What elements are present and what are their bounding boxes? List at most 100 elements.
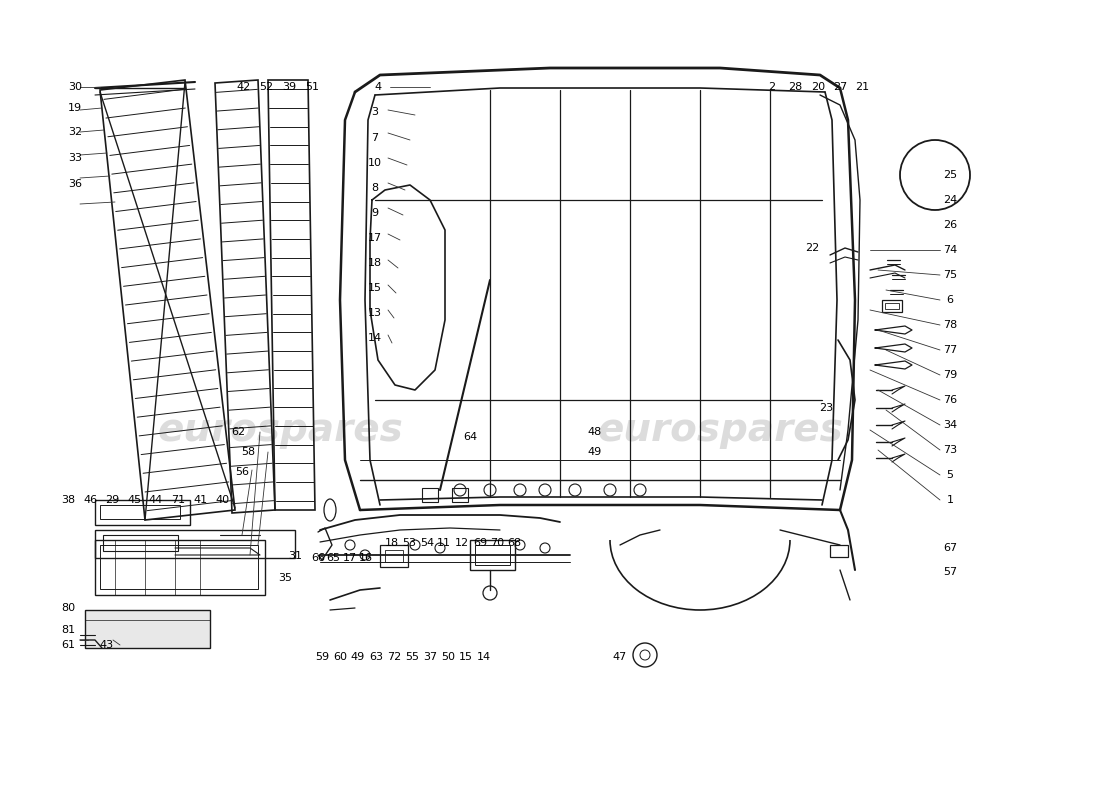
Bar [85,610,210,648]
Text: 17: 17 [343,553,358,563]
Text: 8: 8 [372,183,378,193]
Text: 9: 9 [372,208,378,218]
Text: 18: 18 [367,258,382,268]
Text: 23: 23 [818,403,833,413]
Text: eurospares: eurospares [157,411,403,449]
Text: 36: 36 [68,179,82,189]
Bar [422,488,438,502]
Text: 14: 14 [367,333,382,343]
Bar [95,540,265,595]
Text: 19: 19 [68,103,82,113]
Text: 22: 22 [805,243,820,253]
Bar [95,500,190,525]
Text: 64: 64 [463,432,477,442]
Text: 44: 44 [148,495,163,505]
Text: 5: 5 [946,470,954,480]
Text: 81: 81 [60,625,75,635]
Text: 51: 51 [305,82,319,92]
Text: 76: 76 [943,395,957,405]
Text: 14: 14 [477,652,491,662]
Text: 7: 7 [372,133,378,143]
Bar [470,540,515,570]
Text: 69: 69 [473,538,487,548]
Text: 35: 35 [278,573,292,583]
Text: 26: 26 [943,220,957,230]
Bar [886,303,899,309]
Text: 16: 16 [359,553,373,563]
Text: 17: 17 [367,233,382,243]
Text: 34: 34 [943,420,957,430]
Text: 10: 10 [368,158,382,168]
Text: 13: 13 [368,308,382,318]
Text: 48: 48 [587,427,602,437]
Text: 60: 60 [333,652,346,662]
Bar [100,545,258,589]
Text: 70: 70 [490,538,504,548]
Text: 45: 45 [126,495,141,505]
Text: 38: 38 [60,495,75,505]
Text: 37: 37 [422,652,437,662]
Text: 56: 56 [235,467,249,477]
Text: 40: 40 [214,495,229,505]
Text: 49: 49 [351,652,365,662]
Text: 78: 78 [943,320,957,330]
Text: 57: 57 [943,567,957,577]
Text: 68: 68 [507,538,521,548]
Text: 49: 49 [587,447,602,457]
Text: 27: 27 [833,82,847,92]
Bar [103,535,178,551]
Text: 63: 63 [368,652,383,662]
Text: 20: 20 [811,82,825,92]
Text: 11: 11 [437,538,451,548]
Bar [100,505,180,519]
Text: 43: 43 [99,640,113,650]
Bar [830,545,848,557]
Text: 15: 15 [459,652,473,662]
Text: 30: 30 [68,82,82,92]
Bar [475,545,510,565]
Bar [379,545,408,567]
Bar [882,300,902,312]
Text: 73: 73 [943,445,957,455]
Text: 12: 12 [455,538,469,548]
Text: 4: 4 [374,82,382,92]
Text: 21: 21 [855,82,869,92]
Text: 2: 2 [769,82,776,92]
Text: 31: 31 [288,551,302,561]
Text: 71: 71 [170,495,185,505]
Text: 33: 33 [68,153,82,163]
Text: 65: 65 [326,553,340,563]
Text: 6: 6 [946,295,954,305]
Text: 58: 58 [241,447,255,457]
Text: 74: 74 [943,245,957,255]
Text: 41: 41 [192,495,207,505]
Bar [95,530,295,558]
Text: 42: 42 [236,82,251,92]
Text: 3: 3 [372,107,378,117]
Text: 28: 28 [788,82,802,92]
Text: 77: 77 [943,345,957,355]
Text: 52: 52 [258,82,273,92]
Text: 54: 54 [420,538,434,548]
Text: 75: 75 [943,270,957,280]
Bar [385,550,403,562]
Text: 39: 39 [282,82,296,92]
Text: eurospares: eurospares [597,411,843,449]
Text: 61: 61 [60,640,75,650]
Text: 24: 24 [943,195,957,205]
Text: 53: 53 [402,538,416,548]
Text: 67: 67 [943,543,957,553]
Text: 32: 32 [68,127,82,137]
Bar [452,488,468,502]
Text: 72: 72 [387,652,402,662]
Text: 62: 62 [231,427,245,437]
Text: 50: 50 [441,652,455,662]
Text: 25: 25 [943,170,957,180]
Text: 55: 55 [405,652,419,662]
Text: 18: 18 [385,538,399,548]
Text: 29: 29 [104,495,119,505]
Text: 1: 1 [946,495,954,505]
Text: 79: 79 [943,370,957,380]
Text: 59: 59 [315,652,329,662]
Text: 15: 15 [368,283,382,293]
